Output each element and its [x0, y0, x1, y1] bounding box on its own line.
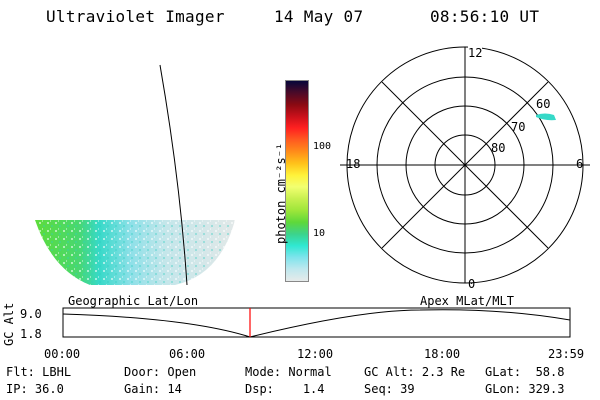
- date-label: 14 May 07: [274, 7, 364, 26]
- colorbar: [285, 80, 309, 282]
- info-ip: IP: 36.0: [6, 382, 64, 396]
- lat-label-80: 80: [491, 141, 506, 155]
- apex-mlat-mlt-label: Apex MLat/MLT: [420, 294, 514, 308]
- gc-alt-axis-title: GC Alt: [2, 302, 16, 346]
- x-tick-2359: 23:59: [548, 347, 585, 361]
- info-gc-alt: GC Alt: 2.3 Re: [364, 365, 466, 379]
- mlt-label-18: 18: [346, 157, 361, 171]
- colorbar-unit-label: photon cm⁻²s⁻¹: [274, 142, 288, 244]
- polar-grid: [340, 46, 590, 284]
- y-tick-9: 9.0: [20, 307, 42, 321]
- colorbar-tick-10: 10: [313, 228, 326, 239]
- lat-label-60: 60: [536, 97, 551, 111]
- info-dsp: Dsp: 1.4: [245, 382, 325, 396]
- x-tick-0000: 00:00: [44, 347, 81, 361]
- geographic-latlon-label: Geographic Lat/Lon: [68, 294, 199, 308]
- y-tick-1-8: 1.8: [20, 327, 42, 341]
- x-tick-1800: 18:00: [424, 347, 461, 361]
- geographic-image: [35, 64, 235, 286]
- info-seq: Seq: 39: [364, 382, 415, 396]
- altitude-curve: [62, 309, 571, 338]
- colorbar-tick-100: 100: [313, 141, 332, 152]
- info-mode: Mode: Normal: [245, 365, 332, 379]
- x-tick-0600: 06:00: [169, 347, 206, 361]
- time-label: 08:56:10 UT: [430, 7, 540, 26]
- instrument-title: Ultraviolet Imager: [46, 7, 225, 26]
- info-gain: Gain: 14: [124, 382, 182, 396]
- info-flt: Flt: LBHL: [6, 365, 72, 379]
- mlt-label-0: 0: [468, 277, 476, 291]
- info-glat: GLat: 58.8: [485, 365, 565, 379]
- x-tick-1200: 12:00: [297, 347, 334, 361]
- mlt-label-12: 12: [468, 46, 483, 60]
- mlt-label-6: 6: [576, 157, 584, 171]
- info-door: Door: Open: [124, 365, 197, 379]
- info-glon: GLon: 329.3: [485, 382, 565, 396]
- lat-label-70: 70: [511, 120, 526, 134]
- terminator-line: [159, 64, 188, 286]
- polar-aurora-patch: [536, 113, 556, 121]
- orbit-altitude-plot: [62, 307, 571, 338]
